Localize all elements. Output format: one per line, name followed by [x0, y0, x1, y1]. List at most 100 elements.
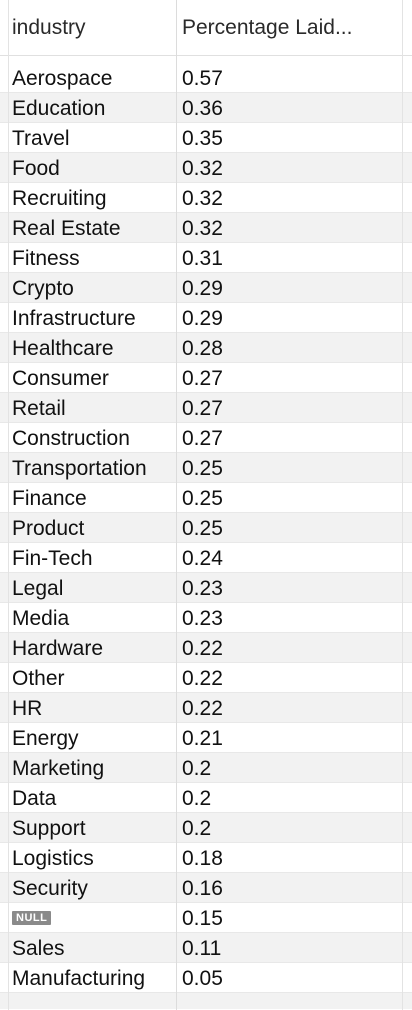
table-row[interactable]: Media 0.23 [0, 603, 412, 633]
table-row[interactable]: NULL 0.15 [0, 903, 412, 933]
table-row[interactable]: Hardware 0.22 [0, 633, 412, 663]
column-divider-middle[interactable] [176, 0, 177, 1010]
table-row[interactable]: Crypto 0.29 [0, 273, 412, 303]
table-row[interactable]: Healthcare 0.28 [0, 333, 412, 363]
table-row[interactable]: Retail 0.27 [0, 393, 412, 423]
cell-industry[interactable]: Aerospace [12, 67, 113, 90]
cell-percentage-laid-off[interactable]: 0.21 [182, 727, 223, 750]
table-row[interactable]: Construction 0.27 [0, 423, 412, 453]
table-row[interactable]: Transportation 0.25 [0, 453, 412, 483]
table-row[interactable]: Food 0.32 [0, 153, 412, 183]
table-row[interactable]: Travel 0.35 [0, 123, 412, 153]
cell-percentage-laid-off[interactable]: 0.29 [182, 277, 223, 300]
table-row[interactable]: Fitness 0.31 [0, 243, 412, 273]
cell-industry[interactable]: Security [12, 877, 88, 900]
cell-industry[interactable]: Food [12, 157, 60, 180]
cell-industry[interactable]: Real Estate [12, 217, 121, 240]
table-row[interactable]: Manufacturing 0.05 [0, 963, 412, 993]
cell-industry[interactable]: Support [12, 817, 86, 840]
cell-percentage-laid-off[interactable]: 0.28 [182, 337, 223, 360]
table-row[interactable]: Consumer 0.27 [0, 363, 412, 393]
cell-industry[interactable]: Finance [12, 487, 87, 510]
cell-percentage-laid-off[interactable]: 0.2 [182, 757, 212, 780]
table-row[interactable]: Sales 0.11 [0, 933, 412, 963]
cell-industry[interactable]: Energy [12, 727, 79, 750]
table-row[interactable]: Education 0.36 [0, 93, 412, 123]
cell-industry[interactable]: Crypto [12, 277, 74, 300]
cell-industry[interactable]: Healthcare [12, 337, 114, 360]
cell-percentage-laid-off[interactable]: 0.27 [182, 367, 223, 390]
column-header-percentage-laid-off[interactable]: Percentage Laid... [182, 16, 353, 39]
table-row[interactable]: Other 0.22 [0, 663, 412, 693]
cell-industry[interactable]: Logistics [12, 847, 94, 870]
cell-percentage-laid-off[interactable]: 0.31 [182, 247, 223, 270]
cell-percentage-laid-off[interactable]: 0.2 [182, 787, 212, 810]
null-badge: NULL [12, 910, 52, 925]
table-row[interactable]: Data 0.2 [0, 783, 412, 813]
cell-industry[interactable]: Sales [12, 937, 65, 960]
cell-industry[interactable]: Education [12, 97, 106, 120]
cell-percentage-laid-off[interactable]: 0.22 [182, 637, 223, 660]
cell-percentage-laid-off[interactable]: 0.24 [182, 547, 223, 570]
cell-industry[interactable]: Marketing [12, 757, 105, 780]
cell-percentage-laid-off[interactable]: 0.57 [182, 67, 223, 90]
cell-percentage-laid-off[interactable]: 0.29 [182, 307, 223, 330]
cell-industry[interactable]: Fin-Tech [12, 547, 93, 570]
cell-percentage-laid-off[interactable]: 0.36 [182, 97, 223, 120]
table-row[interactable]: Product 0.25 [0, 513, 412, 543]
cell-industry[interactable]: Fitness [12, 247, 80, 270]
cell-percentage-laid-off[interactable]: 0.32 [182, 217, 223, 240]
cell-percentage-laid-off[interactable]: 0.2 [182, 817, 212, 840]
cell-percentage-laid-off[interactable]: 0.22 [182, 667, 223, 690]
cell-percentage-laid-off[interactable]: 0.25 [182, 517, 223, 540]
cell-percentage-laid-off[interactable]: 0.27 [182, 427, 223, 450]
table-row[interactable]: Aerospace 0.57 [0, 63, 412, 93]
table-row[interactable]: Logistics 0.18 [0, 843, 412, 873]
cell-percentage-laid-off[interactable]: 0.35 [182, 127, 223, 150]
table-row[interactable]: HR 0.22 [0, 693, 412, 723]
cell-percentage-laid-off[interactable]: 0.22 [182, 697, 223, 720]
cell-percentage-laid-off[interactable]: 0.18 [182, 847, 223, 870]
cell-industry[interactable]: Consumer [12, 367, 109, 390]
cell-percentage-laid-off[interactable]: 0.15 [182, 907, 223, 930]
cell-industry[interactable]: Other [12, 667, 65, 690]
cell-percentage-laid-off[interactable]: 0.27 [182, 397, 223, 420]
table-row[interactable]: Finance 0.25 [0, 483, 412, 513]
cell-percentage-laid-off[interactable]: 0.32 [182, 157, 223, 180]
cell-industry[interactable]: Transportation [12, 457, 147, 480]
cell-percentage-laid-off[interactable]: 0.25 [182, 487, 223, 510]
cell-industry[interactable]: Data [12, 787, 57, 810]
table-row[interactable]: Real Estate 0.32 [0, 213, 412, 243]
cell-percentage-laid-off[interactable]: 0.05 [182, 967, 223, 990]
cell-industry[interactable]: Infrastructure [12, 307, 136, 330]
table-row[interactable]: Infrastructure 0.29 [0, 303, 412, 333]
cell-industry[interactable]: Hardware [12, 637, 104, 660]
table-row[interactable]: Fin-Tech 0.24 [0, 543, 412, 573]
table-row[interactable]: Legal 0.23 [0, 573, 412, 603]
cell-percentage-laid-off[interactable]: 0.16 [182, 877, 223, 900]
column-divider-right[interactable] [402, 0, 403, 1010]
column-header-industry[interactable]: industry [12, 16, 86, 39]
cell-industry[interactable]: Product [12, 517, 85, 540]
table-row[interactable]: Marketing 0.2 [0, 753, 412, 783]
cell-percentage-laid-off[interactable]: 0.23 [182, 607, 223, 630]
cell-percentage-laid-off[interactable]: 0.23 [182, 577, 223, 600]
cell-industry[interactable]: HR [12, 697, 43, 720]
cell-industry[interactable]: Retail [12, 397, 66, 420]
cell-percentage-laid-off[interactable]: 0.25 [182, 457, 223, 480]
cell-industry[interactable]: Manufacturing [12, 967, 146, 990]
table-row[interactable]: Support 0.2 [0, 813, 412, 843]
grid-header: industry Percentage Laid... [0, 0, 412, 56]
cell-industry[interactable]: NULL [12, 903, 174, 933]
table-row[interactable]: Recruiting 0.32 [0, 183, 412, 213]
cell-industry[interactable]: Construction [12, 427, 130, 450]
cell-industry[interactable]: Legal [12, 577, 64, 600]
cell-industry[interactable]: Recruiting [12, 187, 107, 210]
cell-percentage-laid-off[interactable]: 0.32 [182, 187, 223, 210]
cell-industry[interactable]: Travel [12, 127, 70, 150]
cell-percentage-laid-off[interactable]: 0.11 [182, 937, 222, 960]
table-row[interactable]: Energy 0.21 [0, 723, 412, 753]
table-row[interactable]: Security 0.16 [0, 873, 412, 903]
cell-industry[interactable]: Media [12, 607, 70, 630]
